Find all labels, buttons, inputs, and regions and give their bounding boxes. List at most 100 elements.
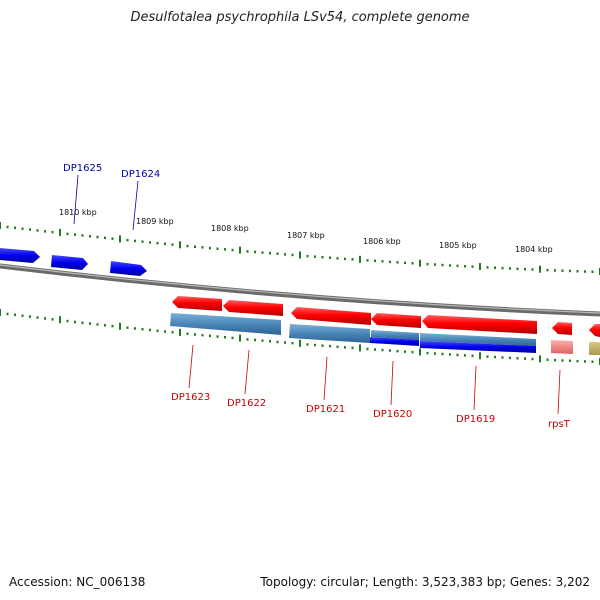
upper-ruler-minor-tick: [404, 261, 406, 265]
gene-label-dp1624[interactable]: DP1624: [121, 169, 160, 180]
lower-ruler-minor-tick: [449, 353, 451, 356]
upper-ruler-minor-tick: [89, 235, 91, 238]
lower-ruler-minor-tick: [314, 343, 316, 347]
upper-ruler-minor-tick: [546, 268, 549, 272]
upper-ruler-minor-tick: [156, 241, 159, 245]
feature-bar-7: [551, 340, 573, 354]
lower-ruler-minor-tick: [74, 320, 76, 324]
gene-arrow-dp1622[interactable]: [223, 300, 283, 316]
upper-ruler-major-tick: [179, 241, 181, 249]
upper-ruler-minor-tick: [269, 251, 271, 255]
lower-ruler-minor-tick: [546, 358, 549, 361]
upper-ruler-minor-tick: [14, 226, 16, 230]
gene-arrow-dp1624[interactable]: [110, 261, 147, 276]
upper-ruler-minor-tick: [126, 238, 129, 242]
lower-ruler-major-tick: [179, 328, 181, 336]
tick-label-1806: 1806 kbp: [363, 237, 401, 246]
upper-ruler-major-tick: [299, 251, 301, 259]
lower-ruler-minor-tick: [569, 359, 571, 362]
lower-ruler-minor-tick: [66, 319, 69, 323]
upper-ruler-minor-tick: [111, 237, 114, 240]
upper-ruler-minor-tick: [254, 250, 256, 254]
lower-ruler-minor-tick: [164, 330, 166, 333]
lower-ruler-major-tick: [359, 344, 361, 352]
lower-ruler-minor-tick: [81, 321, 84, 324]
upper-ruler-minor-tick: [509, 267, 511, 270]
upper-ruler-minor-tick: [44, 230, 46, 233]
gene-arrow-left-edge[interactable]: [0, 248, 40, 263]
lower-ruler-minor-tick: [104, 324, 106, 327]
backbone: [0, 263, 600, 317]
lower-ruler-minor-tick: [14, 313, 16, 317]
gene-arrow-dp1621[interactable]: [291, 307, 371, 325]
gene-label-dp1619[interactable]: DP1619: [456, 414, 495, 425]
lower-ruler-minor-tick: [396, 349, 399, 353]
leader-line-dp1619: [473, 365, 477, 411]
lower-ruler-minor-tick: [584, 360, 586, 363]
lower-ruler-major-tick: [119, 322, 121, 330]
lower-ruler-minor-tick: [494, 355, 496, 359]
lower-ruler-minor-tick: [51, 318, 54, 321]
upper-ruler-minor-tick: [501, 266, 504, 270]
upper-ruler-minor-tick: [276, 252, 279, 255]
upper-ruler-major-tick: [239, 246, 241, 254]
lower-ruler-minor-tick: [194, 333, 196, 336]
gene-arrow-dp1623[interactable]: [172, 296, 222, 311]
gene-arrow-right-edge[interactable]: [589, 324, 600, 337]
feature-bar-5: [370, 337, 419, 346]
feature-bar-2: [289, 324, 370, 343]
upper-ruler-minor-tick: [554, 269, 556, 272]
leader-line-dp1624: [132, 180, 139, 231]
lower-ruler-minor-tick: [426, 351, 429, 355]
lower-ruler-minor-tick: [329, 344, 331, 348]
upper-ruler-minor-tick: [81, 234, 84, 237]
gene-arrow-dp1620[interactable]: [371, 313, 421, 328]
upper-ruler-minor-tick: [531, 268, 534, 271]
lower-ruler-minor-tick: [141, 328, 144, 331]
feature-bar-6: [420, 341, 536, 353]
lower-ruler-minor-tick: [216, 335, 219, 338]
upper-ruler-minor-tick: [314, 255, 316, 258]
lower-ruler-minor-tick: [246, 338, 249, 341]
upper-ruler-minor-tick: [321, 256, 324, 259]
lower-ruler-minor-tick: [126, 326, 129, 329]
lower-ruler-minor-tick: [366, 347, 369, 351]
gene-arrow-dp1619[interactable]: [422, 315, 537, 334]
gene-label-dp1620[interactable]: DP1620: [373, 409, 412, 420]
lower-ruler-minor-tick: [96, 323, 99, 326]
upper-ruler-major-tick: [419, 259, 421, 267]
gene-label-rpst[interactable]: rpsT: [548, 419, 571, 430]
gene-label-dp1623[interactable]: DP1623: [171, 392, 210, 403]
upper-ruler-minor-tick: [471, 265, 474, 268]
upper-ruler-minor-tick: [164, 242, 166, 246]
gene-arrow-dp1625[interactable]: [51, 255, 88, 270]
upper-ruler-minor-tick: [66, 232, 69, 236]
lower-ruler-minor-tick: [471, 354, 474, 358]
upper-ruler-minor-tick: [351, 258, 354, 261]
gene-label-dp1622[interactable]: DP1622: [227, 398, 266, 409]
gene-arrow-rpst[interactable]: [552, 322, 572, 335]
lower-ruler-minor-tick: [36, 316, 39, 319]
leader-line-dp1622: [244, 349, 250, 395]
upper-ruler-minor-tick: [411, 262, 414, 265]
upper-ruler-minor-tick: [134, 239, 136, 243]
lower-ruler-minor-tick: [224, 336, 226, 339]
upper-ruler-minor-tick: [141, 240, 144, 243]
lower-ruler-minor-tick: [209, 334, 211, 338]
upper-ruler-minor-tick: [224, 248, 226, 251]
gene-label-dp1621[interactable]: DP1621: [306, 404, 345, 415]
upper-ruler-minor-tick: [366, 259, 369, 262]
upper-ruler: [0, 222, 600, 275]
tick-label-1810: 1810 kbp: [59, 208, 97, 217]
lower-ruler-minor-tick: [254, 338, 256, 342]
upper-ruler-minor-tick: [591, 270, 594, 273]
lower-ruler-minor-tick: [111, 324, 114, 328]
upper-ruler-major-tick: [539, 265, 541, 273]
upper-ruler-minor-tick: [524, 267, 526, 271]
gene-label-dp1625[interactable]: DP1625: [63, 163, 102, 174]
upper-ruler-minor-tick: [6, 225, 9, 229]
upper-ruler-minor-tick: [36, 229, 39, 232]
lower-ruler-minor-tick: [321, 344, 324, 347]
upper-ruler-minor-tick: [494, 266, 496, 269]
upper-ruler-minor-tick: [284, 253, 286, 256]
